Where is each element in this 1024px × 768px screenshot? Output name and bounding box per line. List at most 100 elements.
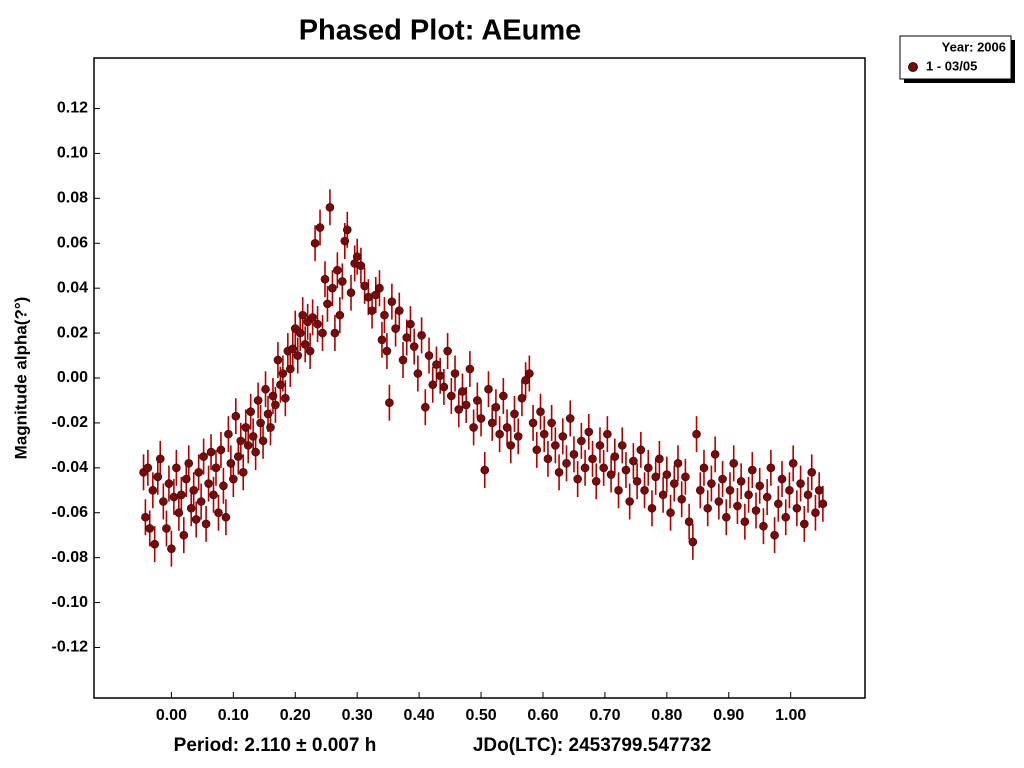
data-point bbox=[577, 436, 586, 446]
data-point bbox=[295, 328, 305, 338]
data-point bbox=[398, 355, 408, 365]
data-point bbox=[473, 396, 482, 405]
data-point bbox=[721, 512, 731, 522]
data-point bbox=[246, 407, 255, 416]
data-point bbox=[814, 485, 824, 495]
data-point bbox=[409, 342, 419, 351]
data-point bbox=[528, 418, 538, 428]
y-tick-label: 0.00 bbox=[57, 369, 88, 386]
data-point bbox=[226, 459, 236, 468]
data-point bbox=[174, 508, 184, 518]
x-axis-label: Period: 2.110 ± 0.007 h bbox=[174, 735, 377, 756]
data-point bbox=[186, 503, 196, 513]
data-point bbox=[432, 360, 441, 369]
data-point bbox=[718, 474, 727, 484]
data-point bbox=[346, 288, 356, 297]
data-point bbox=[710, 450, 720, 459]
data-point bbox=[214, 508, 223, 518]
data-point bbox=[266, 423, 275, 432]
x-tick-label: 0.00 bbox=[156, 707, 187, 724]
data-point bbox=[465, 364, 475, 374]
data-point bbox=[803, 490, 813, 500]
legend-box bbox=[899, 35, 1012, 80]
x-tick-label: 0.60 bbox=[527, 707, 558, 724]
data-point bbox=[536, 407, 545, 416]
data-point bbox=[236, 436, 246, 446]
data-point bbox=[629, 456, 638, 466]
data-point bbox=[625, 497, 634, 506]
data-point bbox=[352, 252, 362, 262]
legend: Year: 2006 1 - 03/05 bbox=[899, 35, 1015, 83]
data-point bbox=[733, 501, 742, 511]
data-point bbox=[298, 310, 307, 320]
x-tick-label: 0.80 bbox=[651, 707, 682, 724]
data-point bbox=[167, 544, 176, 553]
x-tick-label: 0.10 bbox=[218, 707, 249, 724]
data-point bbox=[565, 414, 575, 423]
data-point bbox=[143, 463, 153, 473]
data-point bbox=[781, 512, 791, 522]
data-point bbox=[209, 490, 218, 500]
data-point bbox=[744, 490, 753, 500]
data-point bbox=[569, 450, 579, 459]
data-point bbox=[669, 479, 679, 488]
data-point bbox=[417, 331, 426, 340]
data-point bbox=[338, 277, 347, 286]
data-point bbox=[364, 292, 373, 302]
data-point bbox=[428, 380, 438, 390]
data-point bbox=[640, 485, 649, 495]
data-point bbox=[774, 499, 783, 509]
data-point bbox=[313, 319, 322, 329]
data-point bbox=[792, 503, 802, 513]
data-point bbox=[286, 364, 295, 374]
data-point bbox=[755, 481, 765, 491]
y-tick-label: 0.08 bbox=[57, 190, 88, 207]
data-point bbox=[636, 445, 646, 455]
data-point bbox=[276, 380, 285, 390]
data-point bbox=[356, 261, 366, 271]
data-point bbox=[736, 476, 746, 486]
data-point bbox=[506, 441, 516, 450]
data-point bbox=[278, 369, 288, 378]
data-point bbox=[310, 238, 320, 248]
data-point bbox=[603, 429, 612, 439]
data-point bbox=[231, 411, 241, 421]
data-point bbox=[666, 508, 675, 518]
data-point bbox=[747, 465, 757, 475]
data-point bbox=[196, 497, 206, 506]
y-tick-label: 0.12 bbox=[57, 100, 88, 117]
data-point bbox=[184, 459, 194, 468]
data-point bbox=[191, 515, 201, 524]
data-point bbox=[751, 506, 761, 515]
data-point bbox=[461, 400, 471, 410]
data-point bbox=[484, 384, 493, 394]
data-point bbox=[377, 335, 387, 345]
data-point bbox=[807, 468, 817, 477]
y-tick-label: 0.04 bbox=[57, 279, 88, 296]
data-point bbox=[450, 369, 460, 378]
data-point bbox=[525, 369, 534, 378]
data-point bbox=[539, 429, 549, 439]
data-point bbox=[320, 274, 330, 284]
data-point bbox=[318, 328, 327, 338]
y-tick-label: -0.08 bbox=[52, 549, 89, 566]
data-point bbox=[253, 396, 263, 405]
data-point bbox=[729, 459, 739, 468]
data-point bbox=[699, 463, 709, 473]
data-point bbox=[562, 459, 571, 468]
data-point bbox=[194, 468, 203, 477]
data-point bbox=[189, 485, 199, 495]
data-point bbox=[510, 409, 519, 419]
data-point bbox=[211, 463, 221, 473]
data-point bbox=[573, 474, 582, 484]
data-point bbox=[141, 512, 150, 522]
data-point bbox=[199, 452, 208, 461]
data-point bbox=[169, 492, 179, 502]
data-point bbox=[323, 299, 332, 309]
data-point bbox=[263, 409, 273, 419]
data-point bbox=[800, 519, 809, 529]
data-point bbox=[380, 310, 389, 320]
data-point bbox=[367, 306, 377, 315]
data-point bbox=[371, 290, 381, 300]
